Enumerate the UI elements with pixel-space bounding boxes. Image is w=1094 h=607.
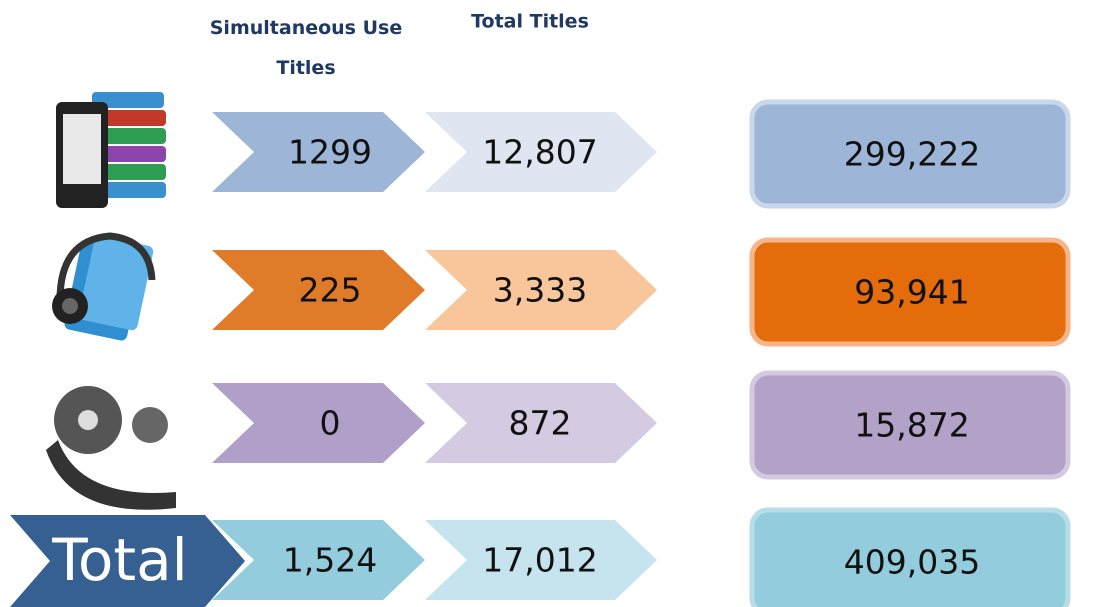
simultaneous-value: 1,524 <box>283 541 377 580</box>
simultaneous-value: 0 <box>320 404 341 443</box>
total-value: 872 <box>509 404 572 443</box>
count-value: 409,035 <box>844 543 980 582</box>
count-value: 299,222 <box>844 135 980 174</box>
count-value: 15,872 <box>854 406 969 445</box>
page: Simultaneous UseTitles Total Titles 1299… <box>0 0 1094 607</box>
count-value: 93,941 <box>854 273 969 312</box>
infographic: Simultaneous UseTitles Total Titles 1299… <box>0 0 1094 607</box>
simultaneous-value: 1299 <box>288 133 372 172</box>
ebook-icon <box>56 92 166 208</box>
simultaneous-value: 225 <box>299 271 362 310</box>
total-value: 3,333 <box>493 271 587 310</box>
header-total: Total Titles <box>471 11 589 33</box>
audiobook-icon <box>52 235 154 342</box>
chevron-simultaneous <box>212 383 425 463</box>
total-value: 12,807 <box>482 133 597 172</box>
total-value: 17,012 <box>482 541 597 580</box>
total-label: Total <box>51 526 187 594</box>
film-icon <box>46 386 176 510</box>
